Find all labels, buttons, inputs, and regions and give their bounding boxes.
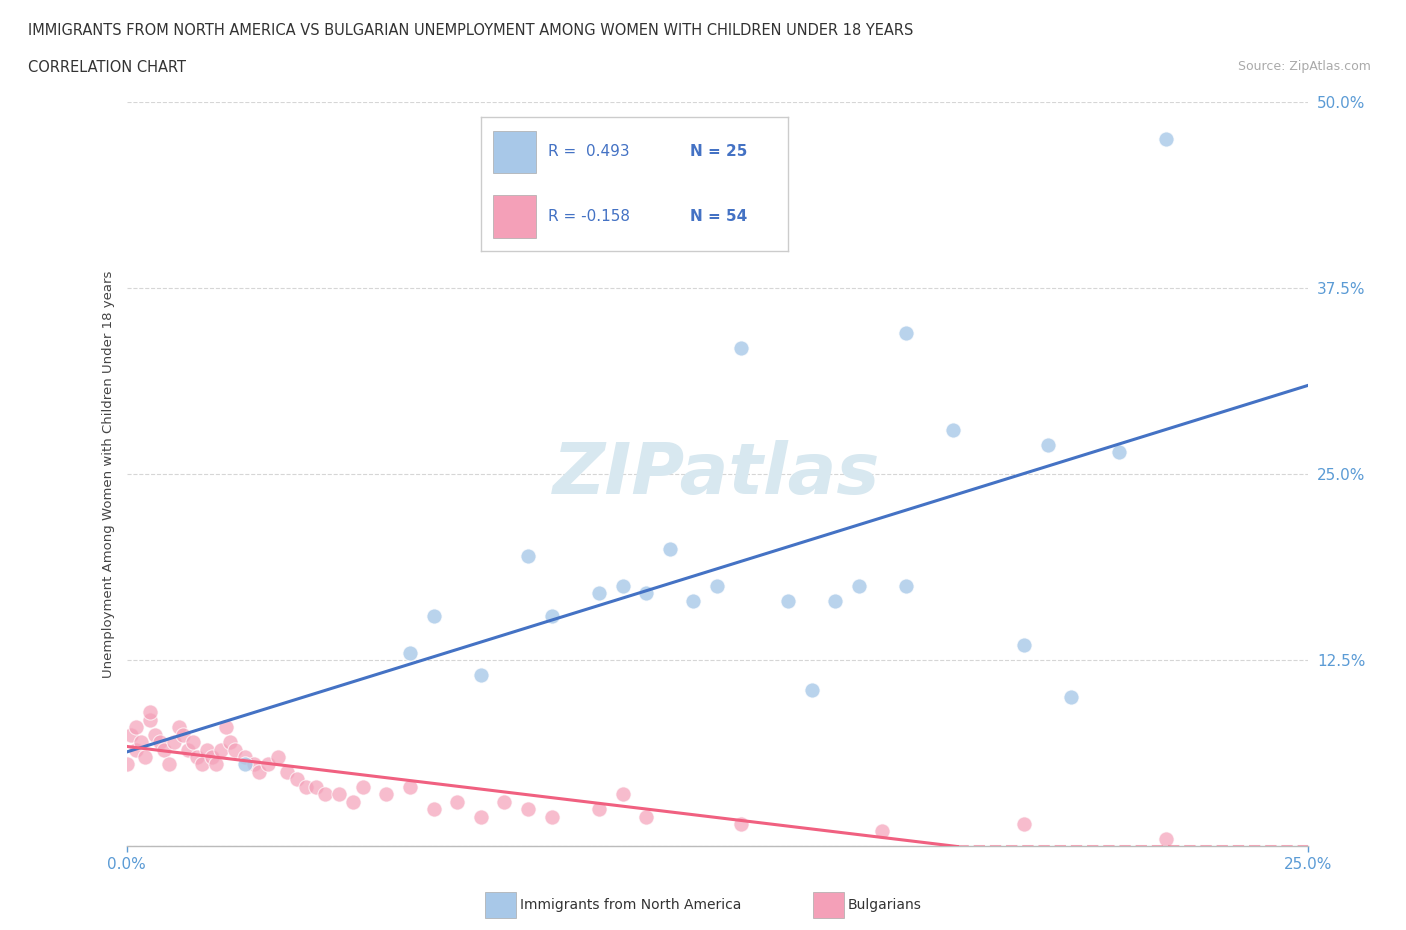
Point — [233, 750, 256, 764]
Point — [352, 779, 374, 794]
Point — [494, 794, 516, 809]
Text: ZIPatlas: ZIPatlas — [554, 440, 880, 509]
Point — [172, 727, 194, 742]
Point — [588, 802, 610, 817]
Point — [186, 750, 208, 764]
Point — [658, 541, 681, 556]
Text: Source: ZipAtlas.com: Source: ZipAtlas.com — [1237, 60, 1371, 73]
Point — [894, 578, 917, 593]
Point — [267, 750, 290, 764]
Point — [399, 645, 422, 660]
Point — [200, 750, 222, 764]
Point — [1154, 831, 1177, 846]
Point — [149, 735, 172, 750]
Point — [1012, 817, 1035, 831]
Point — [285, 772, 308, 787]
Point — [129, 735, 152, 750]
Point — [209, 742, 232, 757]
Point — [243, 757, 266, 772]
Point — [730, 817, 752, 831]
Point — [470, 668, 492, 683]
Point — [1012, 638, 1035, 653]
Point — [181, 735, 204, 750]
Point — [706, 578, 728, 593]
Point — [276, 764, 298, 779]
Point — [342, 794, 364, 809]
Point — [257, 757, 280, 772]
Point — [422, 608, 444, 623]
Point — [134, 750, 156, 764]
Point — [824, 593, 846, 608]
Point — [139, 705, 162, 720]
Point — [848, 578, 870, 593]
Point — [540, 608, 562, 623]
Point — [304, 779, 326, 794]
Point — [636, 809, 658, 824]
Point — [157, 757, 180, 772]
Point — [399, 779, 422, 794]
Point — [375, 787, 398, 802]
Point — [800, 683, 823, 698]
Point — [143, 727, 166, 742]
Point — [517, 802, 540, 817]
Text: Immigrants from North America: Immigrants from North America — [520, 897, 741, 912]
Text: Bulgarians: Bulgarians — [848, 897, 922, 912]
Point — [125, 720, 148, 735]
Point — [219, 735, 242, 750]
Point — [872, 824, 894, 839]
Point — [167, 720, 190, 735]
Y-axis label: Unemployment Among Women with Children Under 18 years: Unemployment Among Women with Children U… — [103, 271, 115, 678]
Point — [612, 578, 634, 593]
Point — [205, 757, 228, 772]
Point — [636, 586, 658, 601]
Point — [295, 779, 318, 794]
Point — [125, 742, 148, 757]
Point — [422, 802, 444, 817]
Point — [446, 794, 468, 809]
Point — [115, 757, 138, 772]
Point — [1154, 132, 1177, 147]
Point — [730, 340, 752, 355]
Text: CORRELATION CHART: CORRELATION CHART — [28, 60, 186, 75]
Point — [540, 809, 562, 824]
Point — [1060, 690, 1083, 705]
Point — [247, 764, 270, 779]
Point — [163, 735, 186, 750]
Point — [942, 422, 965, 437]
Point — [1036, 437, 1059, 452]
Point — [470, 809, 492, 824]
Point — [1108, 445, 1130, 459]
Point — [517, 549, 540, 564]
Point — [233, 757, 256, 772]
Point — [224, 742, 246, 757]
Point — [612, 787, 634, 802]
Point — [139, 712, 162, 727]
Point — [191, 757, 214, 772]
Point — [215, 720, 238, 735]
Point — [328, 787, 350, 802]
Point — [120, 727, 142, 742]
Point — [314, 787, 336, 802]
Point — [776, 593, 799, 608]
Point — [177, 742, 200, 757]
Point — [195, 742, 218, 757]
Point — [153, 742, 176, 757]
Point — [682, 593, 704, 608]
Point — [894, 326, 917, 340]
Text: IMMIGRANTS FROM NORTH AMERICA VS BULGARIAN UNEMPLOYMENT AMONG WOMEN WITH CHILDRE: IMMIGRANTS FROM NORTH AMERICA VS BULGARI… — [28, 23, 914, 38]
Point — [588, 586, 610, 601]
